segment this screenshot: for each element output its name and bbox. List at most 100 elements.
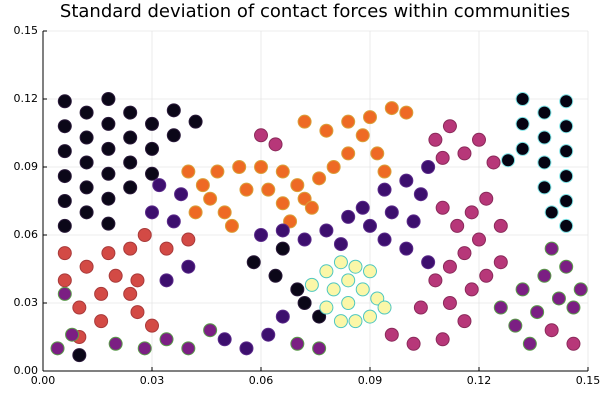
particle: [464, 205, 479, 220]
particle: [472, 132, 486, 147]
particle: [508, 318, 523, 333]
particle: [566, 336, 581, 351]
particle: [57, 194, 72, 208]
particle: [537, 105, 552, 120]
particle: [406, 336, 421, 351]
particle: [363, 110, 377, 125]
particle: [551, 291, 566, 306]
particle: [421, 255, 436, 270]
particle: [457, 314, 472, 329]
x-tick-label: 0.03: [140, 374, 165, 387]
particle: [566, 300, 581, 315]
particle: [275, 196, 290, 211]
particle: [319, 300, 334, 315]
particle: [333, 255, 348, 270]
particle: [159, 241, 174, 256]
particle: [377, 300, 392, 315]
particle: [493, 218, 508, 233]
particle: [297, 191, 312, 206]
series: [50, 241, 588, 356]
particle: [399, 241, 414, 256]
particle: [101, 92, 116, 106]
particle: [544, 205, 559, 220]
particle: [224, 218, 239, 233]
series: [181, 101, 414, 233]
particle: [297, 232, 312, 247]
particle: [123, 155, 138, 170]
particle: [559, 119, 574, 134]
particle: [297, 296, 312, 310]
particle: [363, 218, 377, 233]
particle: [166, 128, 181, 143]
particle: [479, 268, 494, 283]
particle: [72, 348, 87, 363]
particle: [355, 282, 370, 297]
particle: [428, 132, 443, 147]
particle: [559, 218, 574, 233]
particle: [472, 232, 486, 247]
particle: [145, 116, 159, 131]
particle: [152, 178, 167, 193]
particle: [559, 194, 574, 208]
x-tick-label: 0.06: [249, 374, 274, 387]
particle: [304, 277, 319, 292]
series: [501, 92, 574, 233]
particle: [254, 228, 268, 242]
particle: [123, 180, 138, 195]
particle: [326, 160, 341, 174]
particle: [442, 259, 457, 274]
particle: [101, 141, 116, 156]
particle: [79, 259, 94, 274]
particle: [341, 146, 356, 161]
particle: [457, 146, 472, 161]
particle: [79, 180, 94, 195]
particle: [145, 166, 159, 181]
particle: [188, 114, 203, 129]
particle: [246, 255, 261, 270]
particle: [123, 130, 138, 145]
x-tick-label: 0.09: [358, 374, 383, 387]
x-tick-label: 0.00: [31, 374, 56, 387]
particle: [363, 309, 377, 324]
series: [304, 255, 392, 329]
particle: [442, 119, 457, 134]
particle: [166, 214, 181, 229]
particle: [297, 114, 312, 129]
particle: [413, 187, 428, 202]
particle: [57, 286, 72, 301]
particle: [341, 114, 356, 129]
particle: [79, 155, 94, 170]
particle: [319, 264, 334, 279]
particle: [239, 341, 254, 356]
particle: [137, 341, 152, 356]
particle: [159, 332, 174, 347]
y-tick-label: 0.00: [14, 364, 39, 377]
particle: [530, 305, 545, 320]
particle: [57, 94, 72, 109]
particle: [137, 228, 152, 242]
particle: [341, 296, 356, 310]
particle: [261, 182, 276, 197]
particle: [50, 341, 65, 356]
particle: [312, 171, 327, 186]
particle: [123, 105, 138, 120]
particle: [333, 237, 348, 252]
particle: [290, 336, 305, 351]
particle: [275, 241, 290, 256]
particle: [145, 205, 159, 220]
particle: [203, 323, 218, 338]
particle: [377, 182, 392, 197]
particle: [377, 164, 392, 179]
particle: [57, 273, 72, 288]
particle: [312, 341, 327, 356]
particle: [544, 323, 559, 338]
particle: [399, 105, 414, 120]
particle: [290, 178, 305, 193]
particle: [275, 309, 290, 324]
particle: [275, 223, 290, 238]
particle: [217, 205, 232, 220]
particle: [341, 209, 356, 224]
particle: [210, 164, 225, 179]
particle: [65, 327, 80, 342]
